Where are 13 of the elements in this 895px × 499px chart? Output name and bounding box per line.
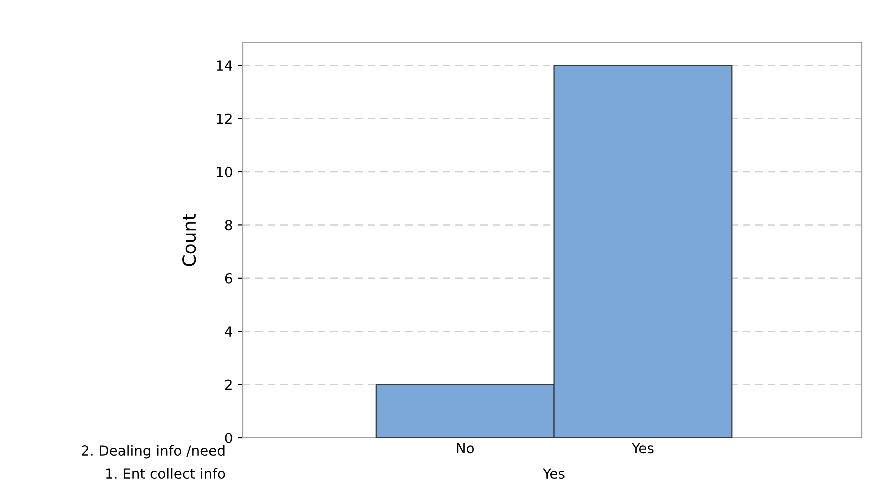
text: 1. Ent collect info [106,468,226,480]
y-tick-label: 14 [217,60,232,71]
y-tick-label: 10 [217,166,232,178]
y-tick-label: 2 [225,380,232,390]
y-tick-label: 6 [225,273,232,284]
x-tick-label: No [457,443,474,454]
y-axis-title: Count [182,214,196,266]
text: 2. Dealing info /need [82,445,225,459]
y-tick-label: 8 [225,220,232,231]
y-tick-label: 12 [217,114,232,124]
text: Yes [543,468,565,480]
y-tick-label: 4 [225,326,232,337]
y-tick-label: 0 [225,432,232,444]
